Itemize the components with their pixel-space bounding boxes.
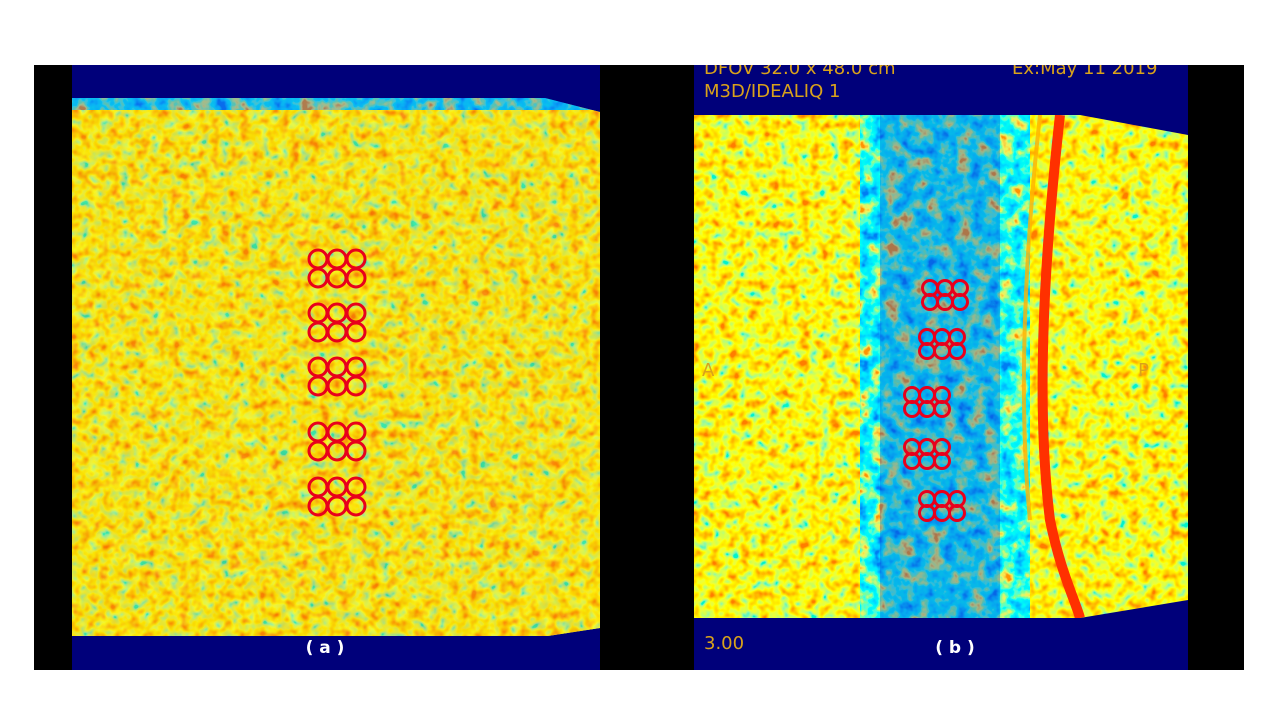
roi-circle	[345, 440, 367, 462]
roi-circle	[345, 495, 367, 517]
scale-text: 3.00	[704, 633, 744, 654]
roi-circle	[345, 321, 367, 343]
roi-circle	[948, 342, 966, 360]
roi-circle	[948, 504, 966, 522]
roi-circle	[951, 293, 969, 311]
orientation-left: A	[702, 360, 715, 381]
roi-circle	[345, 267, 367, 289]
panel-b-image	[694, 115, 1188, 618]
date-text: Ex:May 11 2019	[1012, 58, 1157, 79]
roi-circle	[933, 400, 951, 418]
roi-circles	[307, 248, 969, 522]
panel-label: ( a )	[306, 638, 345, 658]
series-text: M3D/IDEALIQ 1	[704, 81, 840, 102]
panel-a-image	[72, 98, 600, 636]
roi-circle	[933, 452, 951, 470]
dfov-text: DFOV 32.0 x 48.0 cm	[704, 58, 896, 79]
roi-circle	[345, 375, 367, 397]
orientation-right: P	[1138, 360, 1149, 381]
panel-label: ( b )	[935, 638, 975, 658]
